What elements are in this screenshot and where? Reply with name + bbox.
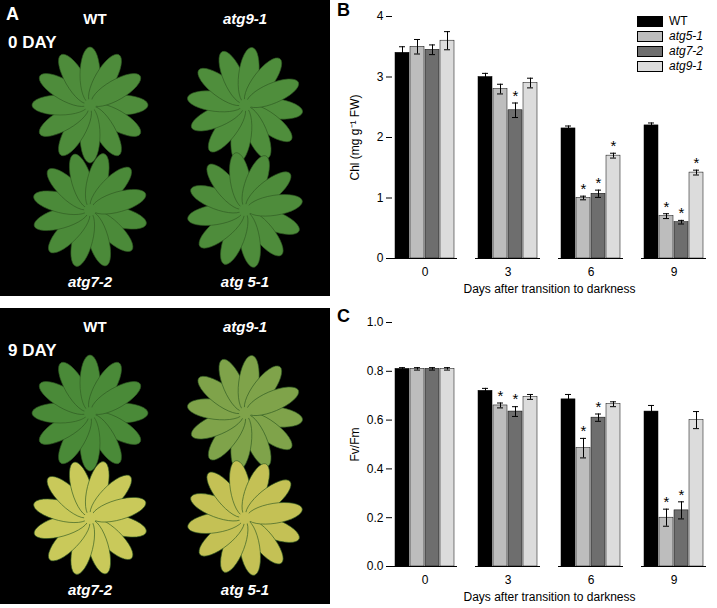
svg-text:*: * — [513, 87, 519, 104]
svg-text:atg7-2: atg7-2 — [68, 273, 113, 290]
html-text:B: B — [337, 0, 350, 20]
svg-text:atg 5-1: atg 5-1 — [221, 581, 269, 598]
svg-text:1.0: 1.0 — [367, 315, 384, 329]
svg-text:0.2: 0.2 — [367, 511, 384, 525]
svg-text:atg9-1: atg9-1 — [223, 10, 267, 27]
svg-text:*: * — [498, 387, 504, 404]
svg-text:9 DAY: 9 DAY — [8, 341, 57, 360]
svg-text:*: * — [581, 422, 587, 439]
svg-text:Chl (mg g⁻¹ FW): Chl (mg g⁻¹ FW) — [348, 95, 362, 181]
svg-text:0: 0 — [422, 573, 429, 587]
html-text:atg5-1: atg5-1 — [669, 29, 703, 43]
svg-text:0.6: 0.6 — [367, 413, 384, 427]
svg-text:Days after transition to darkn: Days after transition to darkness — [463, 282, 635, 296]
svg-text:atg 5-1: atg 5-1 — [221, 273, 269, 290]
svg-text:4: 4 — [377, 9, 384, 23]
svg-text:WT: WT — [83, 318, 106, 335]
svg-text:*: * — [513, 390, 519, 407]
svg-text:6: 6 — [588, 265, 595, 279]
svg-text:3: 3 — [505, 265, 512, 279]
html-text:WT: WT — [669, 14, 688, 28]
svg-text:*: * — [611, 137, 617, 154]
svg-text:atg7-2: atg7-2 — [68, 581, 113, 598]
svg-text:9: 9 — [671, 573, 678, 587]
svg-text:*: * — [664, 198, 670, 215]
svg-text:0.4: 0.4 — [367, 462, 384, 476]
html-text:C: C — [337, 306, 350, 326]
svg-text:A: A — [6, 4, 19, 24]
svg-text:3: 3 — [377, 70, 384, 84]
svg-text:*: * — [596, 174, 602, 191]
svg-text:*: * — [581, 180, 587, 197]
svg-text:0.8: 0.8 — [367, 364, 384, 378]
svg-text:*: * — [694, 154, 700, 171]
svg-text:Fv/Fm: Fv/Fm — [348, 428, 362, 462]
svg-text:atg9-1: atg9-1 — [223, 318, 267, 335]
svg-text:2: 2 — [377, 130, 384, 144]
svg-text:WT: WT — [83, 10, 106, 27]
svg-text:0: 0 — [377, 251, 384, 265]
svg-text:0: 0 — [422, 265, 429, 279]
svg-text:*: * — [679, 204, 685, 221]
svg-text:0.0: 0.0 — [367, 559, 384, 573]
svg-text:9: 9 — [671, 265, 678, 279]
svg-text:Days after transition to darkn: Days after transition to darkness — [463, 590, 635, 604]
svg-text:1: 1 — [377, 191, 384, 205]
svg-text:6: 6 — [588, 573, 595, 587]
html-text:atg9-1: atg9-1 — [669, 59, 703, 73]
svg-text:*: * — [596, 398, 602, 415]
html-text:atg7-2: atg7-2 — [669, 44, 703, 58]
svg-text:*: * — [664, 493, 670, 510]
svg-text:*: * — [679, 486, 685, 503]
svg-text:0 DAY: 0 DAY — [8, 33, 57, 52]
svg-text:3: 3 — [505, 573, 512, 587]
